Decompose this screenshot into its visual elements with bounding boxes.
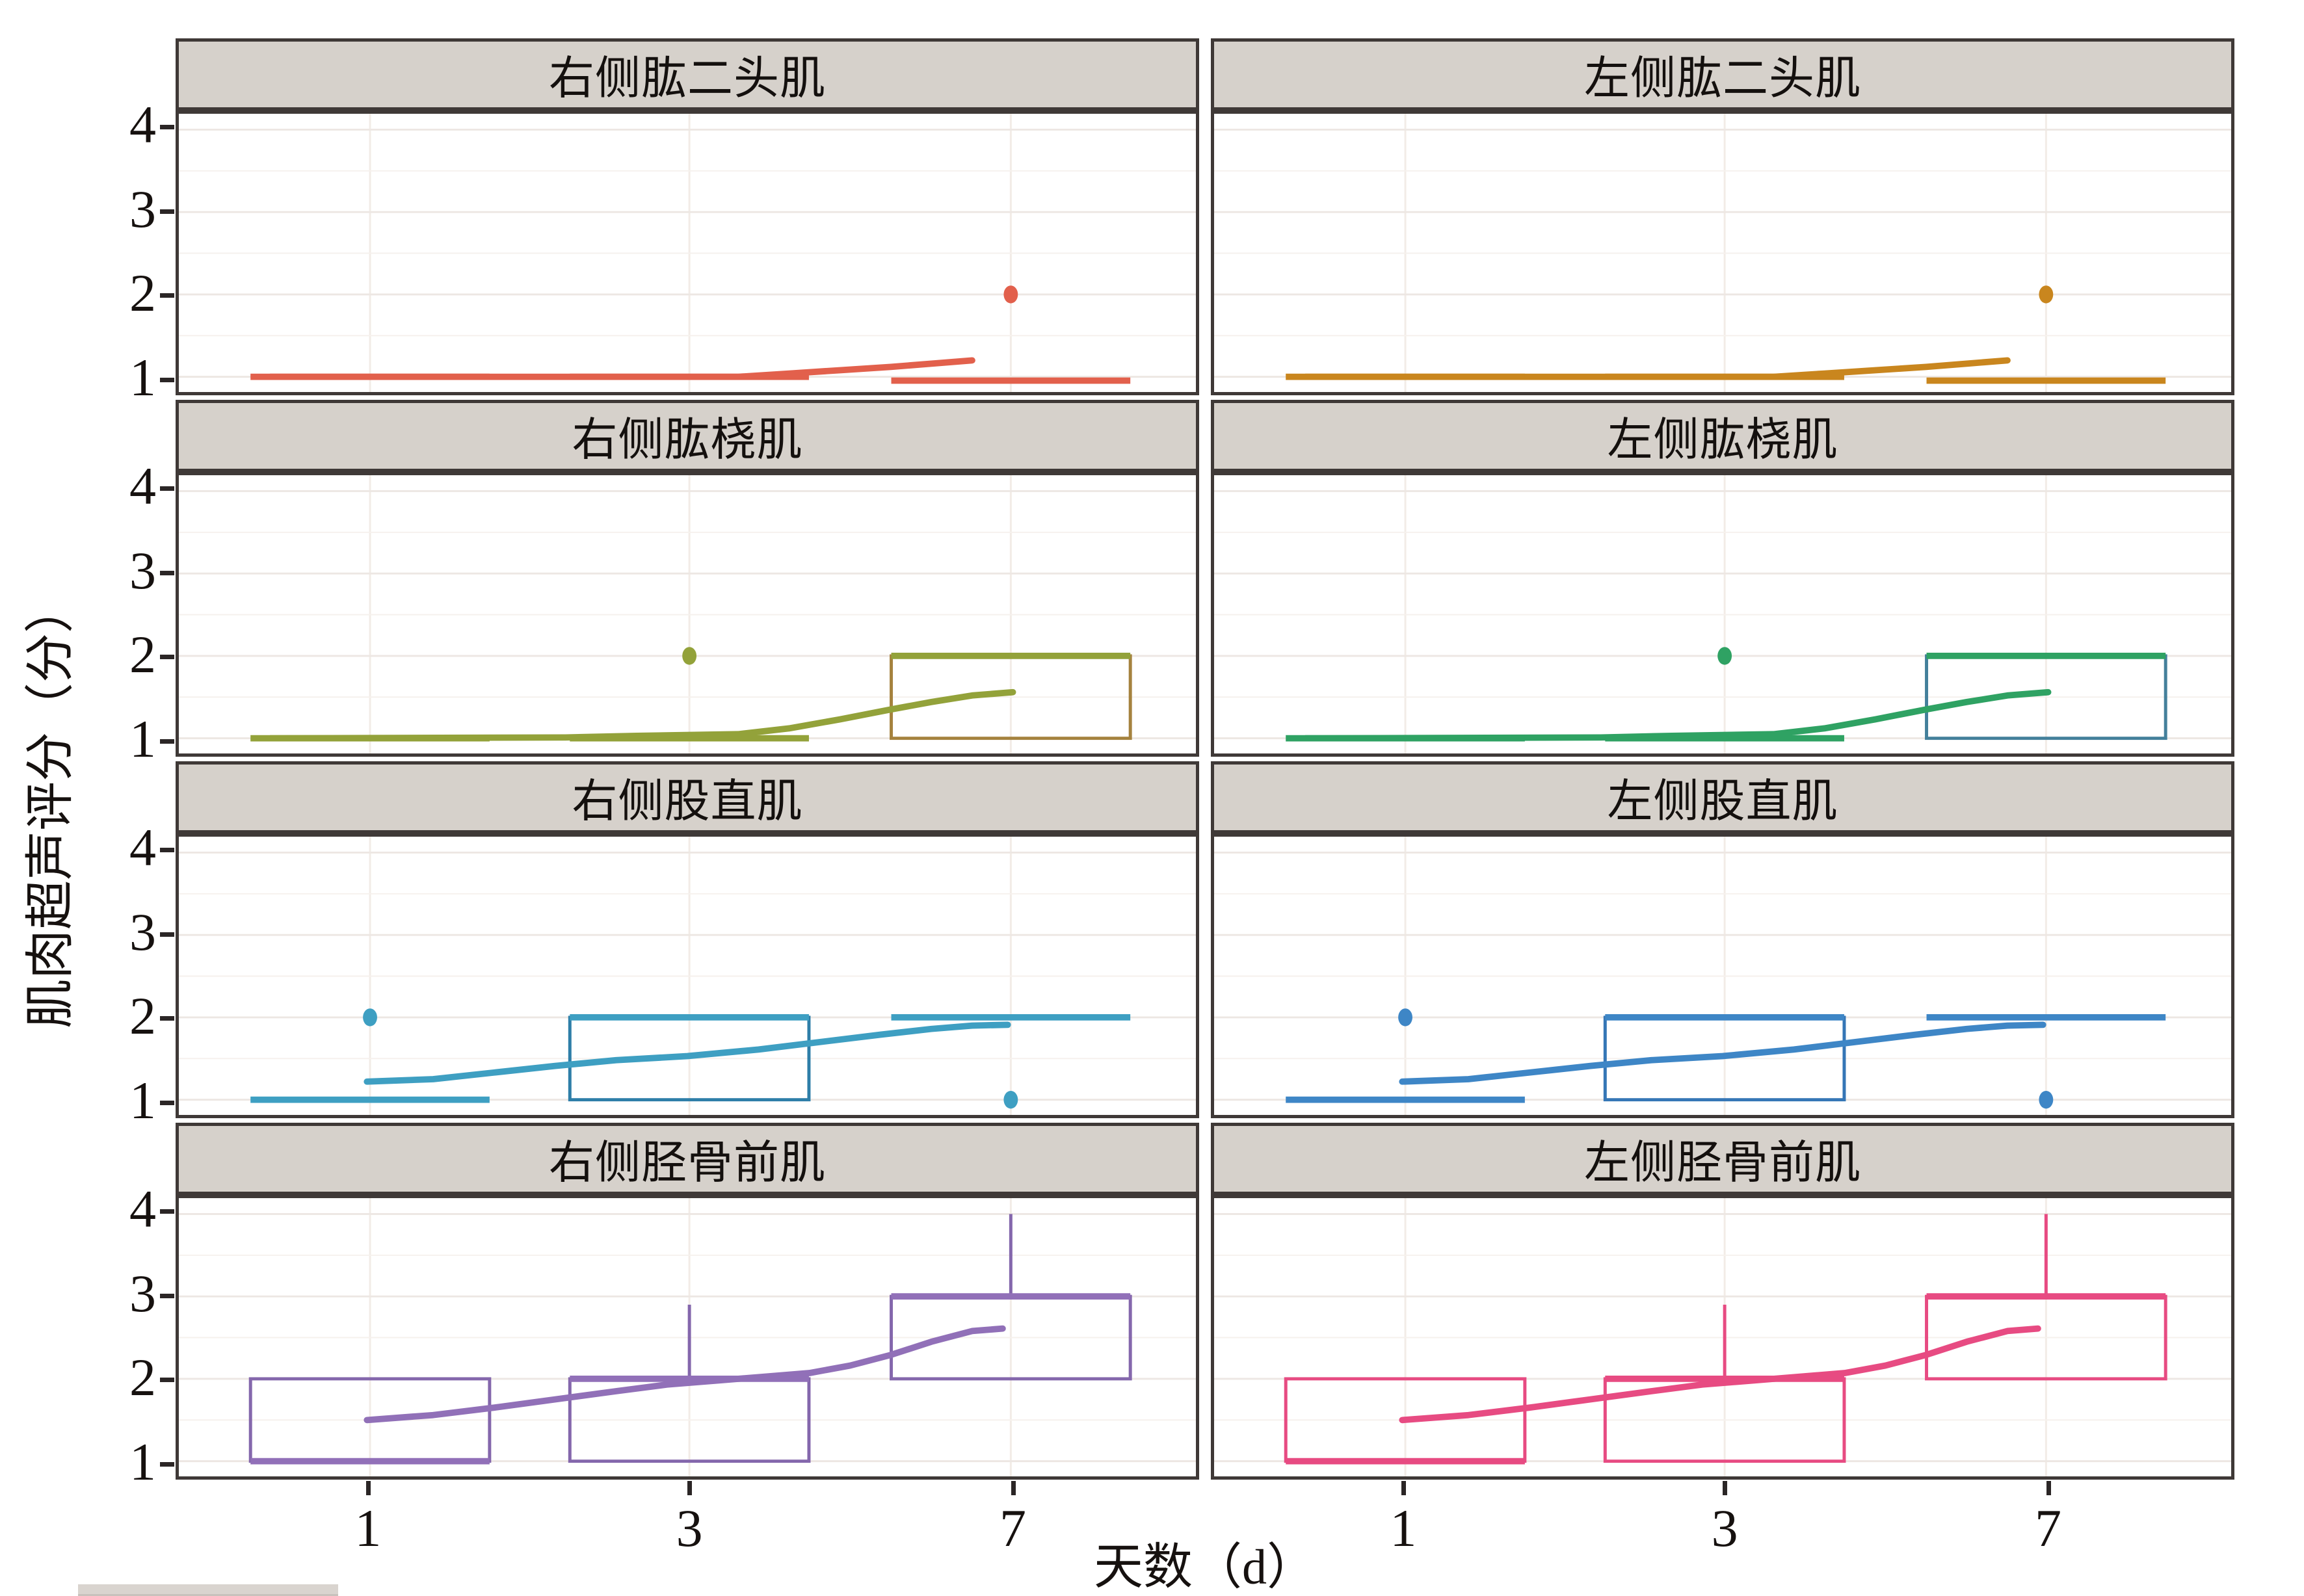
y-tick-label: 3 (129, 540, 156, 600)
y-tick-mark (160, 848, 174, 852)
x-tick-mark (687, 1481, 693, 1495)
facet-strip-title: 左侧肱二头肌 (1584, 54, 1861, 104)
trend-line (1399, 1325, 2041, 1424)
facet-strip-title: 右侧股直肌 (572, 777, 803, 827)
x-tick-label: 1 (354, 1498, 382, 1558)
facet-strip-right-biceps-brachii: 右侧肱二头肌 (176, 38, 1199, 111)
facet-panel-right-tibialis-anterior (176, 1195, 1199, 1480)
trend-line (1302, 688, 2052, 742)
facet-strip-left-biceps-brachii: 左侧肱二头肌 (1211, 38, 2234, 111)
facet-strip-right-rectus-femoris: 右侧股直肌 (176, 761, 1199, 833)
facet-panel-right-biceps-brachii (176, 111, 1199, 395)
x-tick-label: 3 (1711, 1498, 1738, 1558)
y-tick-label: 2 (129, 625, 156, 685)
y-tick-label: 4 (129, 1179, 156, 1238)
y-tick-mark (160, 1101, 174, 1106)
y-tick-label: 1 (129, 709, 156, 769)
x-tick-mark (2046, 1481, 2051, 1495)
outlier-point (682, 647, 697, 665)
facet-panel-right-rectus-femoris (176, 833, 1199, 1118)
facet-plot-left-rectus-femoris (1214, 837, 2231, 1115)
facet-plot-left-brachioradialis (1214, 475, 2231, 753)
y-tick-label: 4 (129, 818, 156, 877)
facet-strip-title: 右侧肱桡肌 (572, 415, 803, 465)
facet-plot-left-biceps-brachii (1214, 114, 2231, 392)
trend-line (364, 1325, 1006, 1424)
y-tick-mark (160, 932, 174, 937)
facet-panel-left-rectus-femoris (1211, 833, 2234, 1118)
facet-strip-title: 右侧胫骨前肌 (549, 1138, 826, 1188)
facet-strip-right-tibialis-anterior: 右侧胫骨前肌 (176, 1123, 1199, 1195)
y-tick-label: 3 (129, 902, 156, 962)
facet-strip-left-brachioradialis: 左侧肱桡肌 (1211, 400, 2234, 472)
x-tick-mark (1401, 1481, 1406, 1495)
y-tick-label: 2 (129, 263, 156, 323)
facet-strip-left-tibialis-anterior: 左侧胫骨前肌 (1211, 1123, 2234, 1195)
facet-plot-right-biceps-brachii (179, 114, 1196, 392)
facet-plot-right-rectus-femoris (179, 837, 1196, 1115)
partial-table-edge (78, 1584, 338, 1596)
x-axis-title: 天数（d） (1094, 1540, 1316, 1595)
y-tick-label: 1 (129, 1071, 156, 1131)
y-tick-mark (160, 655, 174, 660)
facet-strip-title: 右侧肱二头肌 (549, 54, 826, 104)
outlier-point (363, 1008, 377, 1027)
y-tick-label: 2 (129, 1348, 156, 1407)
y-tick-label: 3 (129, 179, 156, 239)
facet-strip-left-rectus-femoris: 左侧股直肌 (1211, 761, 2234, 833)
outlier-point (2039, 285, 2054, 304)
y-tick-mark (160, 739, 174, 744)
facet-strip-title: 左侧股直肌 (1607, 777, 1838, 827)
facet-panel-left-brachioradialis (1211, 472, 2234, 757)
y-tick-label: 2 (129, 986, 156, 1046)
y-tick-label: 4 (129, 95, 156, 154)
outlier-point (1398, 1008, 1412, 1027)
y-tick-label: 4 (129, 456, 156, 516)
outlier-point (1003, 1090, 1018, 1109)
y-tick-label: 3 (129, 1263, 156, 1323)
y-tick-mark (160, 1016, 174, 1021)
x-tick-mark (365, 1481, 371, 1495)
y-tick-mark (160, 570, 174, 575)
facet-plot-right-tibialis-anterior (179, 1198, 1196, 1476)
y-tick-mark (160, 209, 174, 214)
facet-panel-right-brachioradialis (176, 472, 1199, 757)
x-tick-label: 1 (1390, 1498, 1417, 1558)
y-tick-mark (160, 1462, 174, 1467)
y-tick-label: 1 (129, 348, 156, 408)
x-tick-mark (1011, 1481, 1016, 1495)
facet-strip-title: 左侧胫骨前肌 (1584, 1138, 1861, 1188)
outlier-point (1003, 285, 1018, 304)
y-tick-mark (160, 378, 174, 383)
y-tick-label: 1 (129, 1432, 156, 1492)
trend-line (364, 1021, 1011, 1085)
y-tick-mark (160, 293, 174, 298)
facet-plot-left-tibialis-anterior (1214, 1198, 2231, 1476)
y-tick-mark (160, 1293, 174, 1298)
trend-line (1399, 1021, 2046, 1085)
facet-strip-right-brachioradialis: 右侧肱桡肌 (176, 400, 1199, 472)
x-tick-mark (1723, 1481, 1728, 1495)
outlier-point (1717, 647, 1732, 665)
y-tick-mark (160, 125, 174, 129)
y-tick-mark (160, 1209, 174, 1214)
x-tick-label: 7 (2035, 1498, 2062, 1558)
y-tick-mark (160, 486, 174, 491)
x-tick-label: 7 (1000, 1498, 1027, 1558)
outlier-point (2039, 1090, 2054, 1109)
trend-line (267, 688, 1016, 742)
facet-panel-left-tibialis-anterior (1211, 1195, 2234, 1480)
facet-strip-title: 左侧肱桡肌 (1607, 415, 1838, 465)
x-tick-label: 3 (676, 1498, 703, 1558)
facet-panel-left-biceps-brachii (1211, 111, 2234, 395)
facet-plot-right-brachioradialis (179, 475, 1196, 753)
y-tick-mark (160, 1378, 174, 1383)
